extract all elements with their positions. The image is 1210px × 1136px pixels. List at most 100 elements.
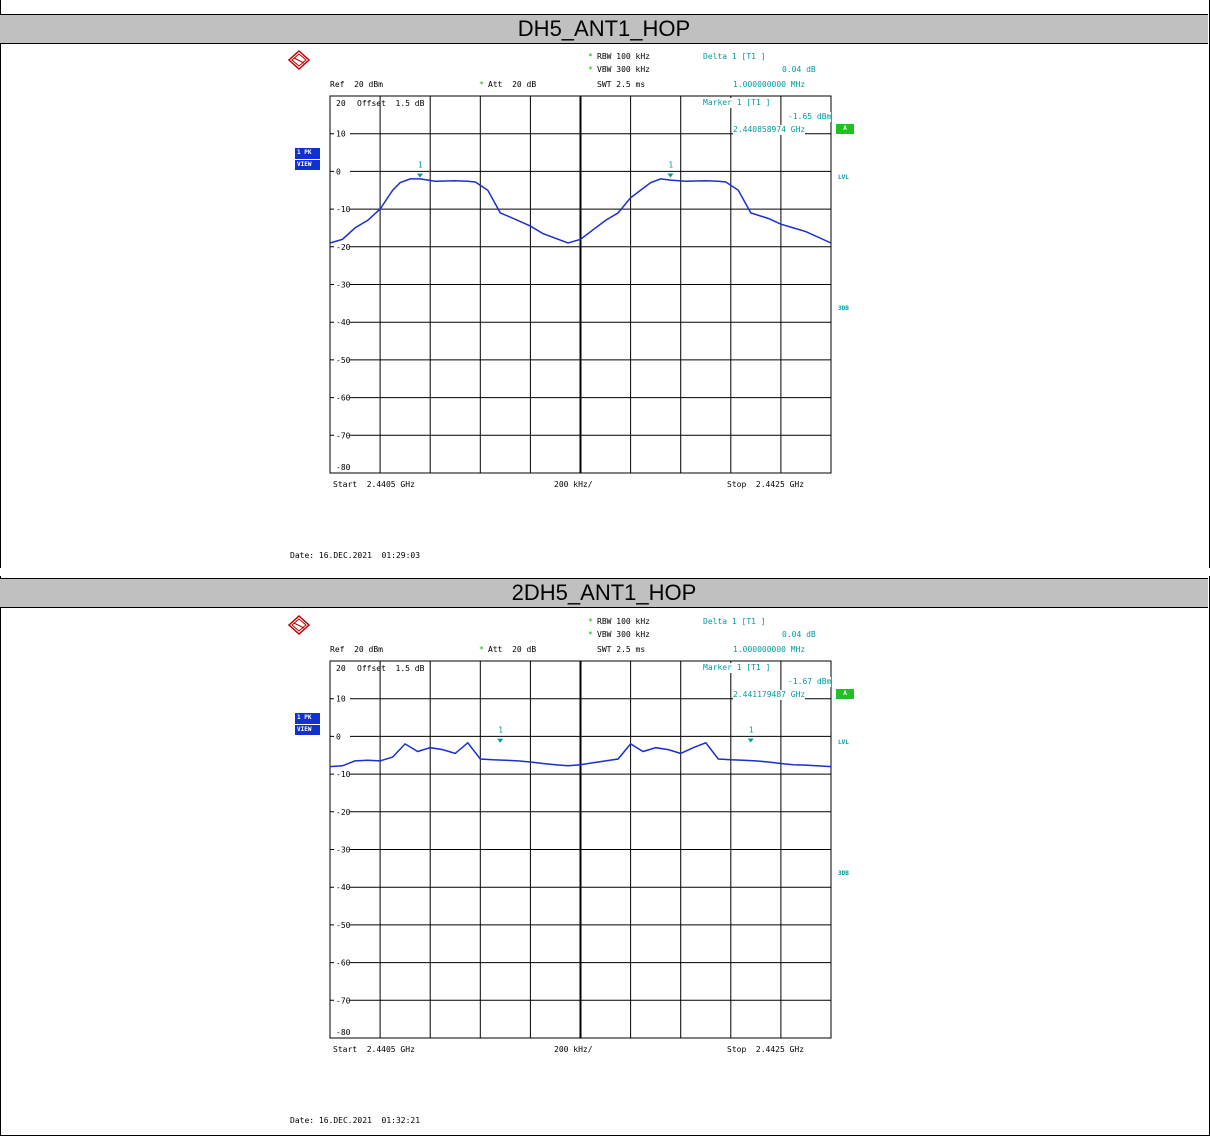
delta-label: Delta 1 [T1 ]: [703, 52, 766, 61]
trace-mode-bottom: VIEW: [295, 159, 320, 171]
y-tick-label: -50: [336, 921, 351, 930]
stop-freq: Stop 2.4425 GHz: [727, 480, 805, 489]
y-tick-label: 10: [336, 695, 346, 704]
vbw-star: *: [588, 630, 593, 639]
rbw-star: *: [588, 52, 593, 61]
rs-logo-icon: [288, 50, 310, 70]
att-label: Att 20 dB: [488, 80, 537, 89]
rbw-label: RBW 100 kHz: [597, 617, 650, 626]
offset-label: Offset 1.5 dB: [357, 664, 425, 673]
vbw-label: VBW 300 kHz: [597, 65, 650, 74]
marker-number: 1: [749, 726, 754, 735]
y-tick-label: 10: [336, 130, 346, 139]
marker-freq: 2.440858974 GHz: [733, 125, 806, 135]
delta-freq: 1.000000000 MHz: [733, 645, 806, 654]
start-freq: Start 2.4405 GHz: [333, 1045, 415, 1054]
trace-line: [329, 178, 832, 244]
att-star: *: [479, 80, 484, 89]
swt-label: SWT 2.5 ms: [597, 645, 646, 654]
y-tick-bg: [334, 920, 350, 929]
y-tick-bg: [334, 129, 350, 138]
y-tick-label: -70: [336, 431, 351, 440]
y-tick-bg: [334, 318, 350, 327]
y-tick-bg: [334, 883, 350, 892]
stop-freq: Stop 2.4425 GHz: [727, 1045, 805, 1054]
trace-a-badge: A: [836, 689, 854, 699]
y-tick-bg: [334, 393, 350, 402]
y-tick-bg: [334, 167, 350, 176]
marker-triangle: [416, 173, 423, 178]
marker-number: 1: [498, 726, 503, 735]
y-tick-label: 0: [336, 732, 341, 741]
date-label: Date: 16.DEC.2021 01:32:21: [290, 1116, 421, 1125]
3db-label: 3DB: [838, 870, 849, 877]
span-per-div: 200 kHz/: [554, 1045, 593, 1054]
delta-db: 0.04 dB: [782, 65, 816, 74]
y-tick-label: -40: [336, 883, 351, 892]
rbw-label: RBW 100 kHz: [597, 52, 650, 61]
trace-a-badge: A: [836, 124, 854, 134]
y-tick-bg: [334, 205, 350, 214]
analyzer-panel-1: * RBW 100 kHz * VBW 300 kHz Ref 20 dBm *…: [288, 50, 854, 560]
delta-label: Delta 1 [T1 ]: [703, 617, 766, 626]
swt-label: SWT 2.5 ms: [597, 80, 646, 89]
y-tick-bg: [334, 280, 350, 289]
offset-label: Offset 1.5 dB: [357, 99, 425, 108]
y-tick-bg: [334, 958, 350, 967]
y-tick-label: -20: [336, 808, 351, 817]
trace-mode-box: 1 PK VIEW: [295, 148, 320, 170]
y-tick-label: 0: [336, 167, 341, 176]
marker-label: Marker 1 [T1 ]: [703, 98, 771, 108]
y-tick-label: -80: [336, 1028, 351, 1037]
trace-mode-bottom: VIEW: [295, 724, 320, 736]
spectrum-plot-2: 20 10 0 -10 -20 -30 -40 -50 -60 -70 -80 1 1: [329, 660, 832, 1039]
y-tick-bg: [334, 996, 350, 1005]
marker-triangle: [497, 738, 504, 743]
y-tick-label: -80: [336, 463, 351, 472]
y-tick-label: -40: [336, 318, 351, 327]
ref-label: Ref 20 dBm: [330, 645, 383, 654]
y-tick-bg: [334, 845, 350, 854]
trace-line: [329, 741, 832, 768]
y-tick-bg: [334, 770, 350, 779]
y-tick-label: -30: [336, 281, 351, 290]
vbw-label: VBW 300 kHz: [597, 630, 650, 639]
y-tick-bg: [334, 732, 350, 741]
marker-label: Marker 1 [T1 ]: [703, 663, 771, 673]
marker-number: 1: [668, 160, 673, 169]
marker-number: 1: [418, 161, 423, 170]
vbw-star: *: [588, 65, 593, 74]
marker-triangle: [747, 738, 754, 743]
delta-db: 0.04 dB: [782, 630, 816, 639]
y-tick-label: -10: [336, 205, 351, 214]
analyzer-panel-2: * RBW 100 kHz * VBW 300 kHz Ref 20 dBm *…: [0, 565, 1210, 1136]
y-tick-label: -50: [336, 356, 351, 365]
y-tick-bg: [334, 242, 350, 251]
y-tick-label: -10: [336, 770, 351, 779]
y-tick-bg: [334, 807, 350, 816]
y-tick-label: -20: [336, 243, 351, 252]
lvl-label: LVL: [838, 739, 849, 746]
y-tick-label: -60: [336, 394, 351, 403]
lvl-label: LVL: [838, 174, 849, 181]
grid: 20 10 0 -10 -20 -30 -40 -50 -60 -70 -80: [329, 95, 832, 474]
start-freq: Start 2.4405 GHz: [333, 480, 415, 489]
y-tick-bg: [334, 355, 350, 364]
y-tick-label: -70: [336, 996, 351, 1005]
y-tick-bg: [334, 694, 350, 703]
marker-dbm: -1.65 dBm: [788, 112, 832, 122]
marker-freq: 2.441179487 GHz: [733, 690, 806, 700]
marker-dbm: -1.67 dBm: [788, 677, 832, 687]
y-tick-label: -60: [336, 959, 351, 968]
span-per-div: 200 kHz/: [554, 480, 593, 489]
rbw-star: *: [588, 617, 593, 626]
date-label: Date: 16.DEC.2021 01:29:03: [290, 551, 421, 560]
ref-label: Ref 20 dBm: [330, 80, 383, 89]
marker-triangle: [667, 173, 674, 178]
y-tick-bg: [334, 431, 350, 440]
att-star: *: [479, 645, 484, 654]
3db-label: 3DB: [838, 305, 849, 312]
spectrum-plot-1: 20 10 0 -10 -20 -30 -40 -50 -60 -70 -80 1 1: [329, 95, 832, 474]
y-tick-label: 20: [336, 664, 346, 673]
grid: 20 10 0 -10 -20 -30 -40 -50 -60 -70 -80: [329, 660, 832, 1039]
